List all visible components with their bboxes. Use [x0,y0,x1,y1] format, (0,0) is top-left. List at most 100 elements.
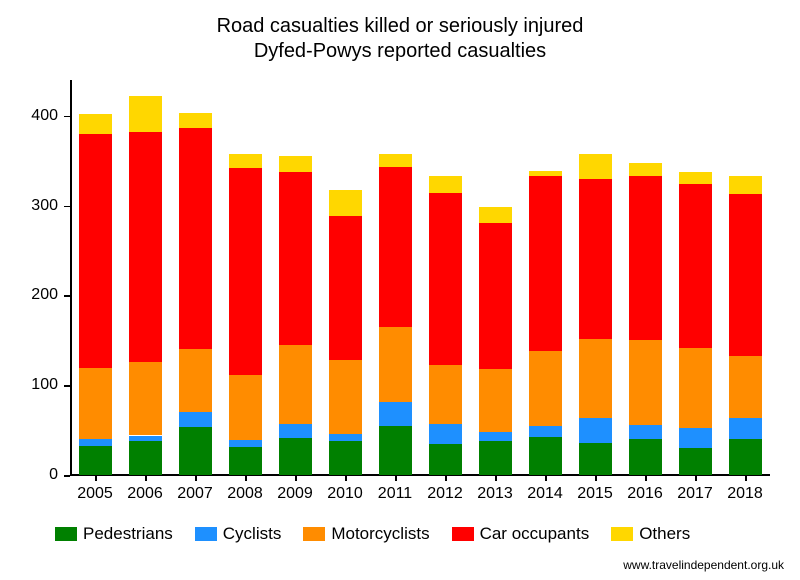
x-tick-label: 2010 [320,485,370,503]
x-tick-label: 2013 [470,485,520,503]
bar [629,80,662,475]
bar [79,80,112,475]
x-tick-label: 2007 [170,485,220,503]
legend-swatch [55,527,77,541]
bar-segment [279,156,312,171]
bar-segment [629,425,662,439]
x-tick-label: 2017 [670,485,720,503]
bar-segment [529,176,562,351]
bar-segment [229,375,262,440]
bar-segment [479,223,512,369]
bar-segment [229,168,262,375]
y-tick-label: 100 [8,376,58,394]
bar-segment [179,427,212,475]
bar-segment [179,412,212,427]
bar-segment [479,432,512,441]
bar [429,80,462,475]
bar-segment [729,418,762,440]
legend-swatch [303,527,325,541]
bar-segment [379,402,412,425]
bar [329,80,362,475]
bar-segment [129,441,162,475]
bar-segment [529,426,562,438]
legend-label: Car occupants [480,524,590,544]
bar-segment [529,171,562,176]
bar-segment [479,369,512,432]
y-tick-label: 200 [8,286,58,304]
bar-segment [79,368,112,439]
bar-segment [179,113,212,127]
bar-segment [629,340,662,424]
bar-segment [279,424,312,438]
bar-segment [579,443,612,475]
bar-segment [329,190,362,217]
x-tick [95,475,97,481]
bar [579,80,612,475]
y-axis [70,80,72,475]
x-tick-label: 2015 [570,485,620,503]
bar [479,80,512,475]
x-tick-label: 2012 [420,485,470,503]
bar-segment [629,163,662,176]
legend-label: Pedestrians [83,524,173,544]
bar-segment [379,154,412,167]
bar-segment [479,207,512,222]
bar-segment [329,441,362,475]
legend-label: Motorcyclists [331,524,429,544]
y-tick [64,116,70,118]
bar-segment [679,428,712,448]
bar [529,80,562,475]
bar [179,80,212,475]
bar-segment [629,439,662,475]
bar-segment [479,441,512,475]
source-link: www.travelindependent.org.uk [623,558,784,572]
x-tick-label: 2006 [120,485,170,503]
y-tick-label: 300 [8,197,58,215]
legend: Pedestrians Cyclists Motorcyclists Car occu… [55,524,690,544]
bar [729,80,762,475]
bar-segment [579,339,612,418]
bar-segment [679,172,712,185]
legend-item: Cyclists [195,524,282,544]
bar-segment [379,327,412,402]
y-tick [64,295,70,297]
chart-title-line1: Road casualties killed or seriously inju… [0,14,800,39]
bar-segment [129,436,162,441]
bar-segment [229,447,262,475]
bar-segment [629,176,662,340]
x-tick [345,475,347,481]
y-tick [64,475,70,477]
y-tick [64,206,70,208]
bar-segment [229,154,262,168]
legend-swatch [195,527,217,541]
bar-segment [279,438,312,475]
bar-segment [129,132,162,362]
chart-title-line2: Dyfed-Powys reported casualties [0,39,800,64]
legend-item: Motorcyclists [303,524,429,544]
bar [129,80,162,475]
bar-segment [79,134,112,368]
bar-segment [129,96,162,132]
x-tick-label: 2005 [70,485,120,503]
bar-segment [579,179,612,340]
bar-segment [429,424,462,444]
bar-segment [429,176,462,193]
bar-segment [679,184,712,348]
legend-swatch [611,527,633,541]
y-tick [64,385,70,387]
x-axis [70,474,770,476]
bar-segment [679,448,712,475]
x-tick [745,475,747,481]
bar-segment [229,440,262,447]
bar-segment [279,345,312,424]
bar-segment [129,362,162,436]
x-tick-label: 2009 [270,485,320,503]
chart-container: Road casualties killed or seriously inju… [0,0,800,580]
bar-segment [179,128,212,350]
bar-segment [429,365,462,424]
y-tick-label: 0 [8,466,58,484]
legend-item: Pedestrians [55,524,173,544]
bar [679,80,712,475]
x-tick [695,475,697,481]
bar-segment [729,356,762,418]
